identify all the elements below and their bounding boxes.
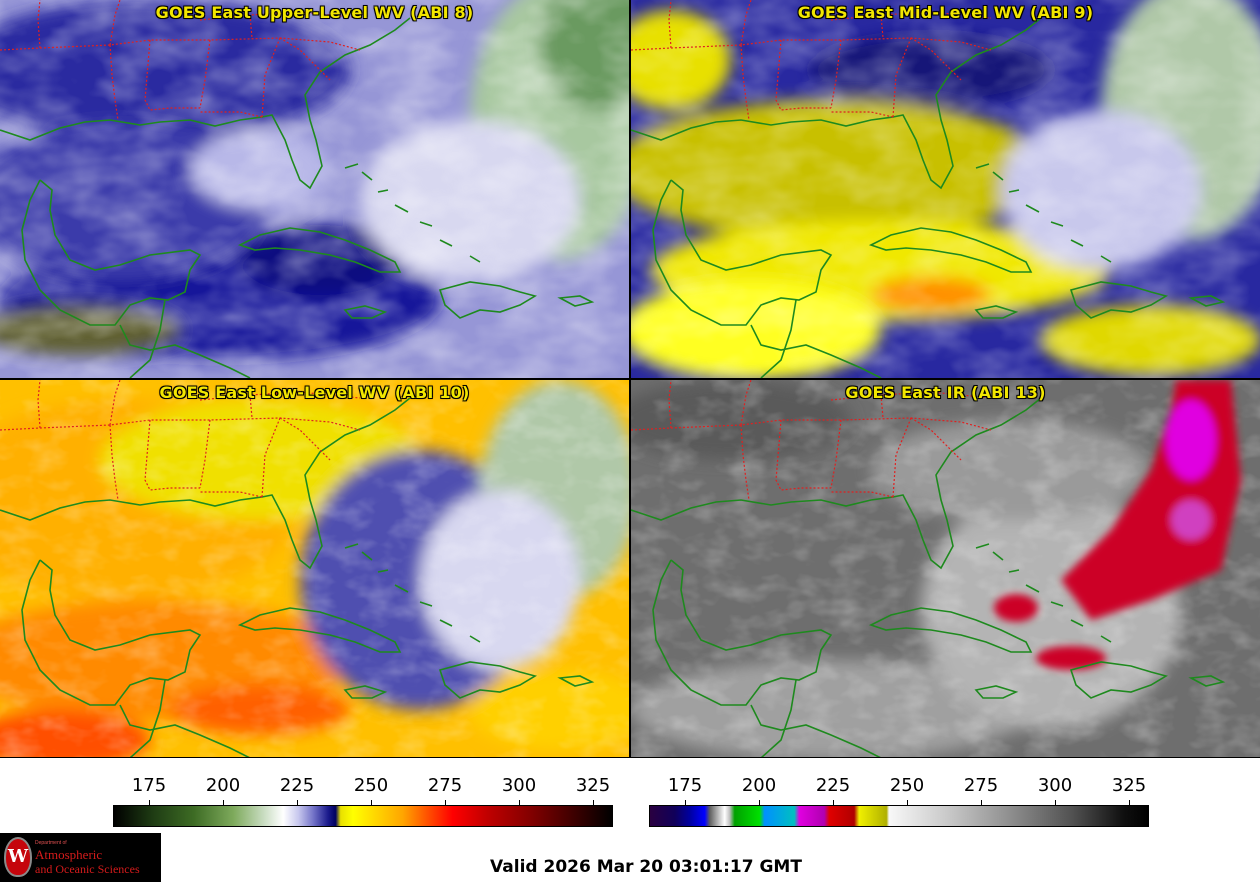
panel-divider-horizontal (0, 378, 1260, 380)
ir-tick-label: 175 (667, 775, 703, 796)
wv-tick-mark (445, 800, 446, 805)
mid-level-wv-image (631, 0, 1260, 378)
ir-tick-mark (1055, 800, 1056, 805)
ir-tick-label: 325 (1111, 775, 1147, 796)
wv-tick-label: 275 (427, 775, 463, 796)
wv-tick-label: 325 (575, 775, 611, 796)
uw-seal-icon: W (4, 837, 32, 877)
ir-tick-mark (907, 800, 908, 805)
wv-tick-label: 250 (353, 775, 389, 796)
wv-tick-label: 300 (501, 775, 537, 796)
ir-tick-label: 300 (1037, 775, 1073, 796)
upper-level-wv-image (0, 0, 629, 378)
panel-title: GOES East Low-Level WV (ABI 10) (159, 383, 470, 402)
wv-tick-mark (297, 800, 298, 805)
wv-tick-label: 225 (279, 775, 315, 796)
ir-tick-mark (759, 800, 760, 805)
wv-tick-mark (593, 800, 594, 805)
ir-tick-mark (685, 800, 686, 805)
panel-upper-level-wv: GOES East Upper-Level WV (ABI 8) (0, 0, 629, 378)
ir-tick-mark (1129, 800, 1130, 805)
panel-title: GOES East IR (ABI 13) (845, 383, 1046, 402)
ir-tick-label: 275 (963, 775, 999, 796)
logo-text-line2: and Oceanic Sciences (35, 862, 140, 876)
water-vapor-colorbar (113, 805, 613, 827)
wv-tick-label: 175 (131, 775, 167, 796)
ir-tick-label: 250 (889, 775, 925, 796)
wv-tick-mark (371, 800, 372, 805)
aos-logo: W Department of Atmospheric and Oceanic … (0, 833, 161, 882)
panel-mid-level-wv: GOES East Mid-Level WV (ABI 9) (631, 0, 1260, 378)
low-level-wv-image (0, 380, 629, 758)
wv-tick-label: 200 (205, 775, 241, 796)
wv-tick-mark (519, 800, 520, 805)
ir-image (631, 380, 1260, 758)
logo-dept-text: Department of (35, 840, 67, 846)
ir-tick-label: 200 (741, 775, 777, 796)
panel-title: GOES East Mid-Level WV (ABI 9) (797, 3, 1094, 22)
wv-tick-mark (149, 800, 150, 805)
panel-ir: GOES East IR (ABI 13) (631, 380, 1260, 758)
logo-text-line1: Atmospheric (35, 847, 103, 862)
panel-low-level-wv: GOES East Low-Level WV (ABI 10) (0, 380, 629, 758)
wv-tick-mark (223, 800, 224, 805)
ir-colorbar (649, 805, 1149, 827)
panel-bottom-border (0, 757, 1260, 758)
panel-title: GOES East Upper-Level WV (ABI 8) (155, 3, 474, 22)
valid-time: Valid 2026 Mar 20 03:01:17 GMT (490, 857, 802, 877)
ir-tick-mark (833, 800, 834, 805)
ir-tick-label: 225 (815, 775, 851, 796)
ir-tick-mark (981, 800, 982, 805)
